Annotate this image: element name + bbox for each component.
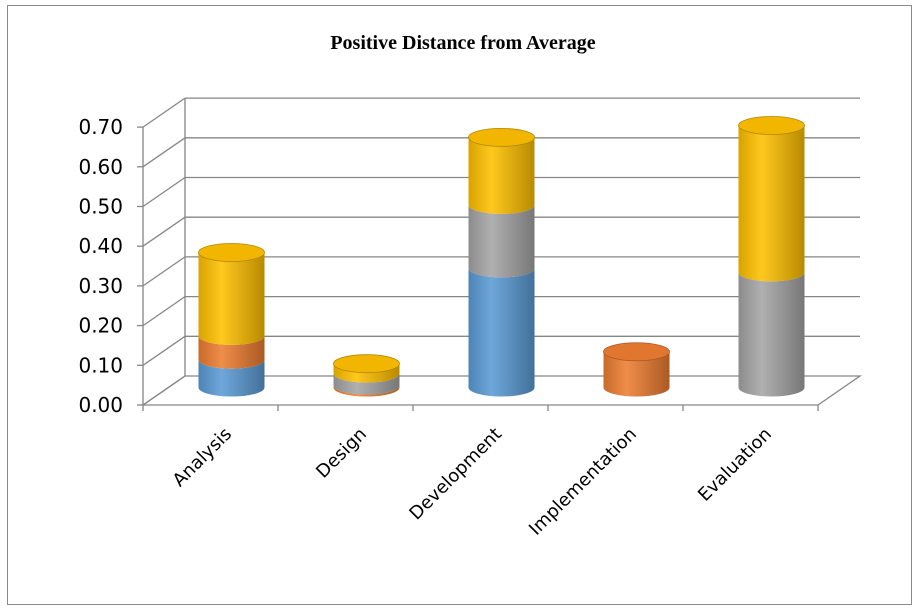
bar-segment <box>333 363 400 383</box>
y-tick-label: 0.50 <box>78 195 123 219</box>
bar-cap <box>333 354 400 374</box>
gridline-depth <box>142 256 186 287</box>
y-tick-label: 0.70 <box>78 115 123 139</box>
bar-segment <box>738 272 805 397</box>
bar-cap <box>468 127 535 147</box>
bar-segment <box>198 359 265 397</box>
x-tick-label: Implementation <box>525 424 641 540</box>
x-axis-ticks: Analysis Design Development Implementation E… <box>169 424 776 540</box>
y-tick-label: 0.20 <box>78 314 123 338</box>
bar-segment <box>468 204 535 278</box>
bars <box>198 116 805 397</box>
x-tick-label: Analysis <box>169 424 236 491</box>
bar-cap <box>738 116 805 135</box>
x-tick-label: Design <box>312 424 371 483</box>
y-tick-label: 0.40 <box>78 234 123 258</box>
x-tick-label: Evaluation <box>694 424 776 506</box>
bar-segment <box>468 137 535 214</box>
y-tick-label: 0.30 <box>78 274 123 298</box>
bar-cap <box>603 342 670 362</box>
x-tick-label: Development <box>405 424 506 525</box>
gridline-depth <box>142 137 186 168</box>
bar-segment <box>738 125 805 282</box>
bar-segment <box>333 373 400 395</box>
gridline-depth <box>142 335 186 366</box>
bar-segment <box>468 268 535 397</box>
bar-segment <box>333 385 400 397</box>
chart-title: Positive Distance from Average <box>330 32 595 54</box>
bar-segment <box>198 335 265 369</box>
bar-cap <box>198 243 265 262</box>
bar-segment <box>198 252 265 345</box>
y-tick-label: 0.00 <box>78 393 123 417</box>
gridline-depth <box>142 97 186 128</box>
bar-segment <box>603 351 670 397</box>
y-tick-label: 0.60 <box>78 155 123 179</box>
y-tick-label: 0.10 <box>78 353 123 377</box>
gridline-depth <box>142 216 186 247</box>
gridline-depth <box>142 296 186 327</box>
gridline-depth <box>142 176 186 208</box>
y-axis-ticks: 0.00 0.10 0.20 0.30 0.40 0.50 0.60 0.70 <box>78 115 123 417</box>
